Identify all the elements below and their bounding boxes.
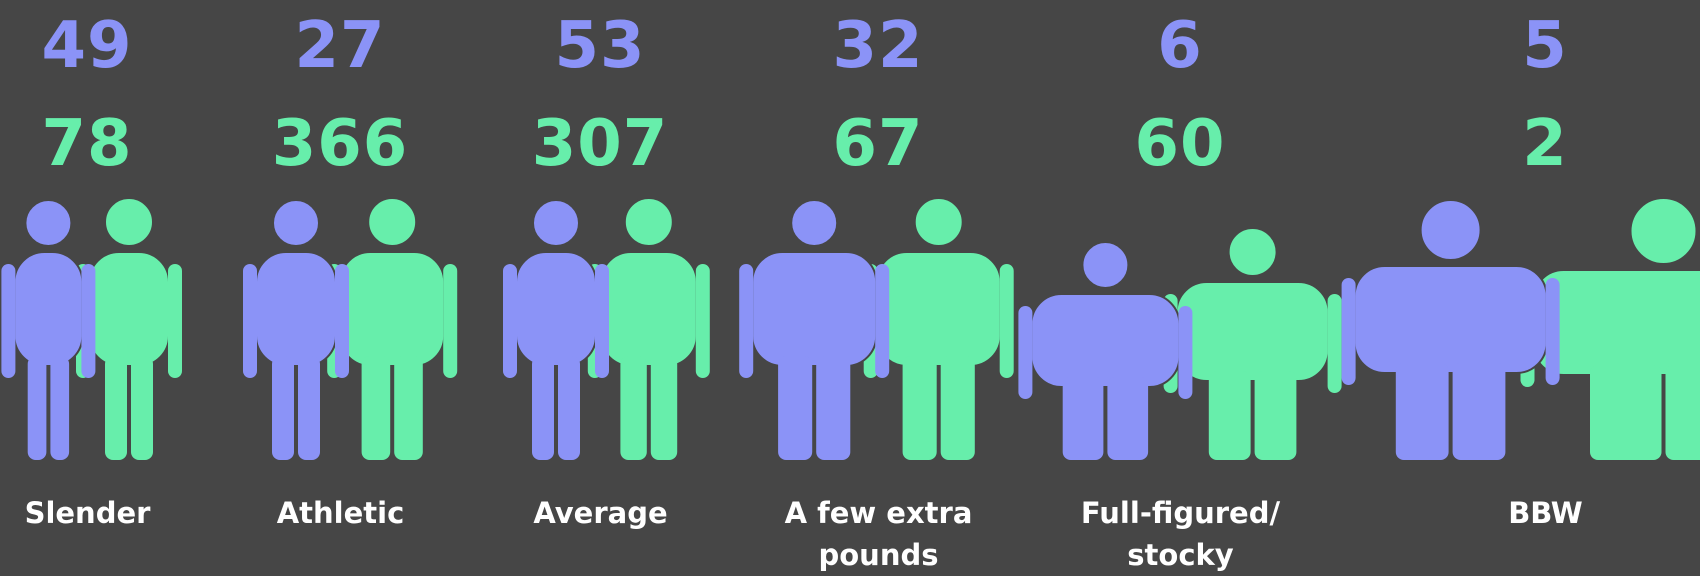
head (625, 198, 673, 246)
arm (696, 264, 710, 378)
top-count: 6 (1060, 14, 1300, 78)
bottom-count: 2 (1425, 112, 1665, 176)
leg (1209, 371, 1251, 460)
torso (516, 252, 596, 366)
torso (877, 252, 1001, 366)
body-type-label: Slender (0, 492, 195, 534)
leg (532, 356, 554, 460)
arm (335, 264, 349, 378)
arm (739, 264, 753, 378)
leg (50, 356, 69, 460)
arm (1000, 264, 1014, 378)
body-type-label: A few extra pounds (771, 492, 986, 576)
top-count: 49 (0, 14, 207, 78)
leg (941, 356, 975, 460)
torso (601, 252, 697, 366)
arm (1546, 278, 1560, 385)
bottom-count: 67 (758, 112, 998, 176)
head (1082, 242, 1128, 288)
leg (28, 356, 47, 460)
head (105, 198, 153, 246)
leg (1396, 363, 1449, 460)
infographic: 49 78 Slender 27 366 Athletic 53 307 Average 32 67… (0, 0, 1700, 572)
head (1421, 200, 1481, 260)
leg (131, 356, 153, 460)
bottom-count: 307 (480, 112, 720, 176)
arm (443, 264, 457, 378)
body-type-label: BBW (1438, 492, 1653, 534)
torso (89, 252, 169, 366)
torso (1031, 294, 1179, 387)
body-type-label: Average (493, 492, 708, 534)
torso (1177, 282, 1329, 381)
arm (1178, 306, 1192, 399)
arm (595, 264, 609, 378)
arm (1018, 306, 1032, 399)
leg (620, 356, 646, 460)
leg (298, 356, 320, 460)
torso (752, 252, 876, 366)
leg (362, 356, 391, 460)
leg (1590, 365, 1662, 460)
head (25, 200, 71, 246)
leg (1107, 377, 1148, 460)
arm (875, 264, 889, 378)
arm (503, 264, 517, 378)
torso (340, 252, 444, 366)
arm (1342, 278, 1356, 385)
head (915, 198, 963, 246)
body-type-label: Full-figured/ stocky (1073, 492, 1288, 576)
leg (1666, 365, 1700, 460)
head (1229, 228, 1277, 276)
head (368, 198, 416, 246)
torso (1355, 266, 1547, 373)
torso (256, 252, 336, 366)
leg (105, 356, 127, 460)
head (791, 200, 837, 246)
arm (243, 264, 257, 378)
body-type-label: Athletic (233, 492, 448, 534)
figures (0, 0, 1700, 572)
leg (558, 356, 580, 460)
leg (394, 356, 423, 460)
leg (778, 356, 812, 460)
torso (14, 252, 82, 366)
arm (81, 264, 95, 378)
bottom-count: 78 (0, 112, 207, 176)
leg (903, 356, 937, 460)
head (533, 200, 579, 246)
arm (1328, 294, 1342, 393)
top-count: 53 (480, 14, 720, 78)
arm (168, 264, 182, 378)
leg (651, 356, 677, 460)
leg (1453, 363, 1506, 460)
top-count: 5 (1425, 14, 1665, 78)
top-count: 32 (758, 14, 998, 78)
leg (1255, 371, 1297, 460)
bottom-count: 366 (220, 112, 460, 176)
head (1631, 198, 1697, 264)
leg (272, 356, 294, 460)
arm (1, 264, 15, 378)
head (273, 200, 319, 246)
top-count: 27 (220, 14, 460, 78)
leg (816, 356, 850, 460)
leg (1063, 377, 1104, 460)
bottom-count: 60 (1060, 112, 1300, 176)
